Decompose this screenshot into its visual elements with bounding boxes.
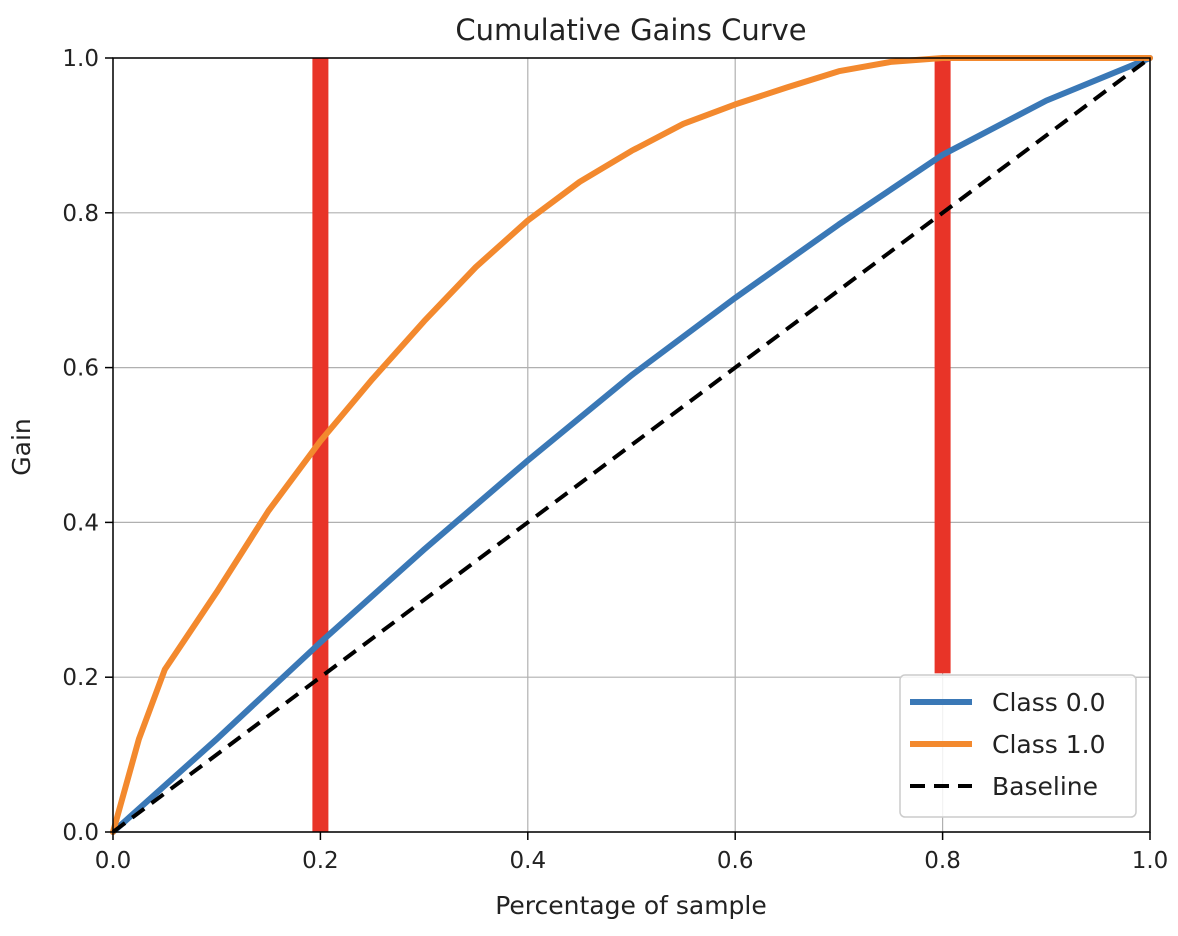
chart-title: Cumulative Gains Curve (455, 13, 806, 47)
x-axis-label: Percentage of sample (495, 891, 767, 920)
legend-label-1: Class 1.0 (992, 730, 1105, 759)
series-line-0 (110, 55, 1153, 835)
x-tick-label: 0.2 (302, 848, 339, 874)
y-tick-label: 0.6 (62, 356, 99, 382)
legend: Class 0.0 Class 1.0 Baseline (899, 674, 1137, 818)
y-tick-label: 1.0 (62, 46, 99, 72)
axis-ticks: 0.0 0.2 0.4 0.6 0.8 1.0 0.0 0.2 0.4 0.6 0.8 1.0 (62, 46, 1168, 874)
legend-label-0: Class 0.0 (992, 688, 1105, 717)
plot-frame (112, 57, 1151, 833)
annotations (312, 58, 951, 832)
y-tick-label: 0.2 (62, 665, 99, 691)
y-tick-label: 0.8 (62, 201, 99, 227)
y-axis-label: Gain (7, 418, 36, 475)
legend-label-2: Baseline (992, 772, 1098, 801)
y-tick-label: 0.4 (62, 510, 99, 536)
legend-box (899, 674, 1137, 818)
x-tick-label: 0.4 (510, 848, 547, 874)
x-tick-label: 0.0 (95, 848, 132, 874)
x-tick-label: 0.6 (717, 848, 754, 874)
x-tick-label: 0.8 (924, 848, 961, 874)
x-tick-label: 1.0 (1132, 848, 1169, 874)
y-tick-label: 0.0 (62, 820, 99, 846)
